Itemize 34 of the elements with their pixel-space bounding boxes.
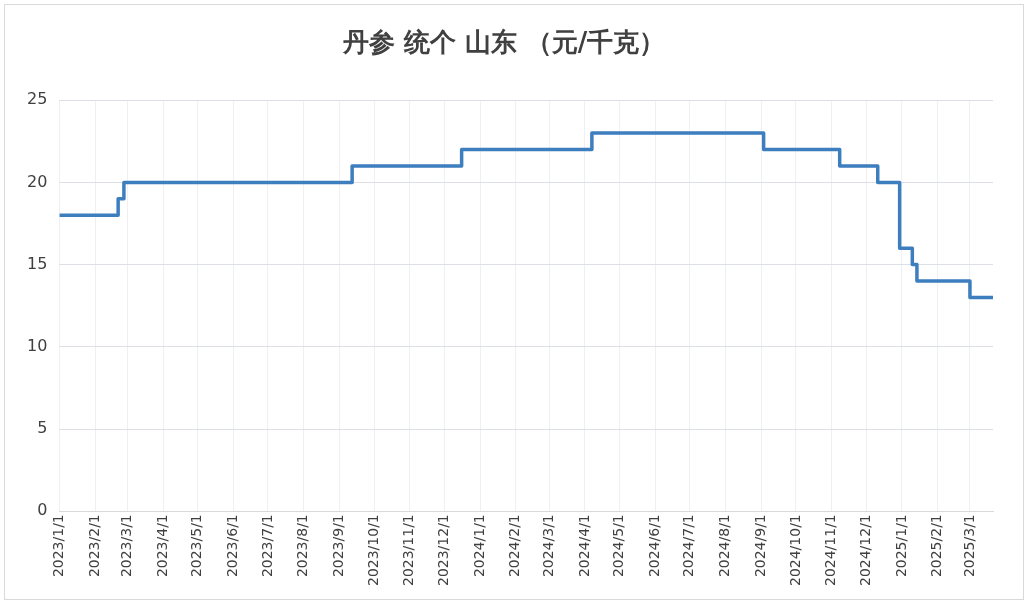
x-tick-label: 2023/3/1 bbox=[118, 514, 135, 578]
x-tick-label: 2024/3/1 bbox=[539, 514, 556, 578]
y-tick-label: 20 bbox=[27, 171, 48, 191]
x-tick-label: 2024/1/1 bbox=[470, 514, 487, 578]
y-tick-label: 25 bbox=[27, 89, 48, 109]
y-tick-label: 5 bbox=[37, 418, 48, 438]
x-tick-label: 2025/3/1 bbox=[960, 514, 977, 578]
x-tick-label: 2024/12/1 bbox=[856, 514, 873, 587]
y-tick-label: 10 bbox=[27, 335, 48, 355]
x-tick-label: 2023/12/1 bbox=[434, 514, 451, 587]
chart-title: 丹参 统个 山东 （元/千克） bbox=[341, 27, 666, 58]
x-tick-label: 2024/7/1 bbox=[680, 514, 697, 578]
x-tick-label: 2023/2/1 bbox=[85, 514, 102, 578]
x-tick-label: 2024/8/1 bbox=[716, 514, 733, 578]
y-tick-label: 0 bbox=[37, 500, 48, 520]
x-tick-label: 2024/2/1 bbox=[506, 514, 523, 578]
x-tick-label: 2023/10/1 bbox=[364, 514, 381, 587]
x-tick-label: 2023/11/1 bbox=[400, 514, 417, 587]
x-tick-label: 2024/10/1 bbox=[786, 514, 803, 587]
x-tick-label: 2023/4/1 bbox=[153, 514, 170, 578]
x-tick-label: 2025/1/1 bbox=[892, 514, 909, 578]
x-tick-label: 2023/5/1 bbox=[188, 514, 205, 578]
x-tick-label: 2024/9/1 bbox=[751, 514, 768, 578]
x-tick-label: 2024/11/1 bbox=[822, 514, 839, 587]
x-tick-label: 2023/6/1 bbox=[224, 514, 241, 578]
x-tick-label: 2023/1/1 bbox=[50, 514, 66, 578]
x-tick-label: 2024/5/1 bbox=[610, 514, 627, 578]
x-tick-label: 2025/2/1 bbox=[928, 514, 945, 578]
x-tick-label: 2024/6/1 bbox=[645, 514, 662, 578]
y-tick-label: 15 bbox=[27, 253, 48, 273]
x-tick-label: 2023/7/1 bbox=[258, 514, 275, 578]
x-tick-label: 2023/8/1 bbox=[294, 514, 311, 578]
x-tick-label: 2023/9/1 bbox=[330, 514, 347, 578]
x-tick-label: 2024/4/1 bbox=[575, 514, 592, 578]
